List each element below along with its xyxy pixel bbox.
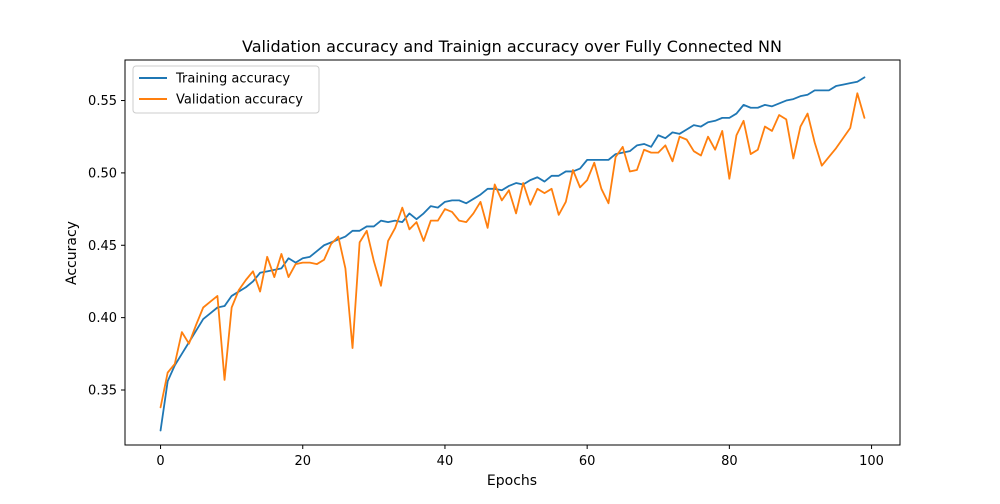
x-tick-label: 100 [859, 454, 884, 469]
x-tick-label: 40 [437, 454, 454, 469]
plot-frame [124, 59, 901, 446]
legend-label: Validation accuracy [176, 93, 303, 108]
legend: Training accuracy Validation accuracy [132, 65, 320, 114]
series-line-training-accuracy [159, 76, 866, 432]
y-axis: 0.35 0.40 0.45 0.50 0.55 [88, 94, 125, 399]
x-axis-label: Epochs [487, 473, 537, 489]
y-tick-label: 0.50 [88, 166, 117, 181]
legend-box [132, 65, 320, 114]
y-tick-label: 0.35 [88, 384, 117, 399]
x-tick-label: 20 [294, 454, 311, 469]
plot-area [124, 59, 901, 446]
x-axis: 0 20 40 60 80 100 [156, 445, 884, 469]
chart-title: Validation accuracy and Trainign accurac… [242, 37, 782, 56]
y-tick-label: 0.40 [88, 311, 117, 326]
x-tick-label: 80 [721, 454, 738, 469]
y-tick-label: 0.45 [88, 239, 117, 254]
y-axis-label: Accuracy [64, 221, 80, 285]
x-tick-label: 0 [156, 454, 164, 469]
y-tick-label: 0.55 [88, 94, 117, 109]
x-tick-label: 60 [579, 454, 596, 469]
legend-label: Training accuracy [175, 72, 290, 87]
series-line-validation-accuracy [159, 92, 866, 409]
